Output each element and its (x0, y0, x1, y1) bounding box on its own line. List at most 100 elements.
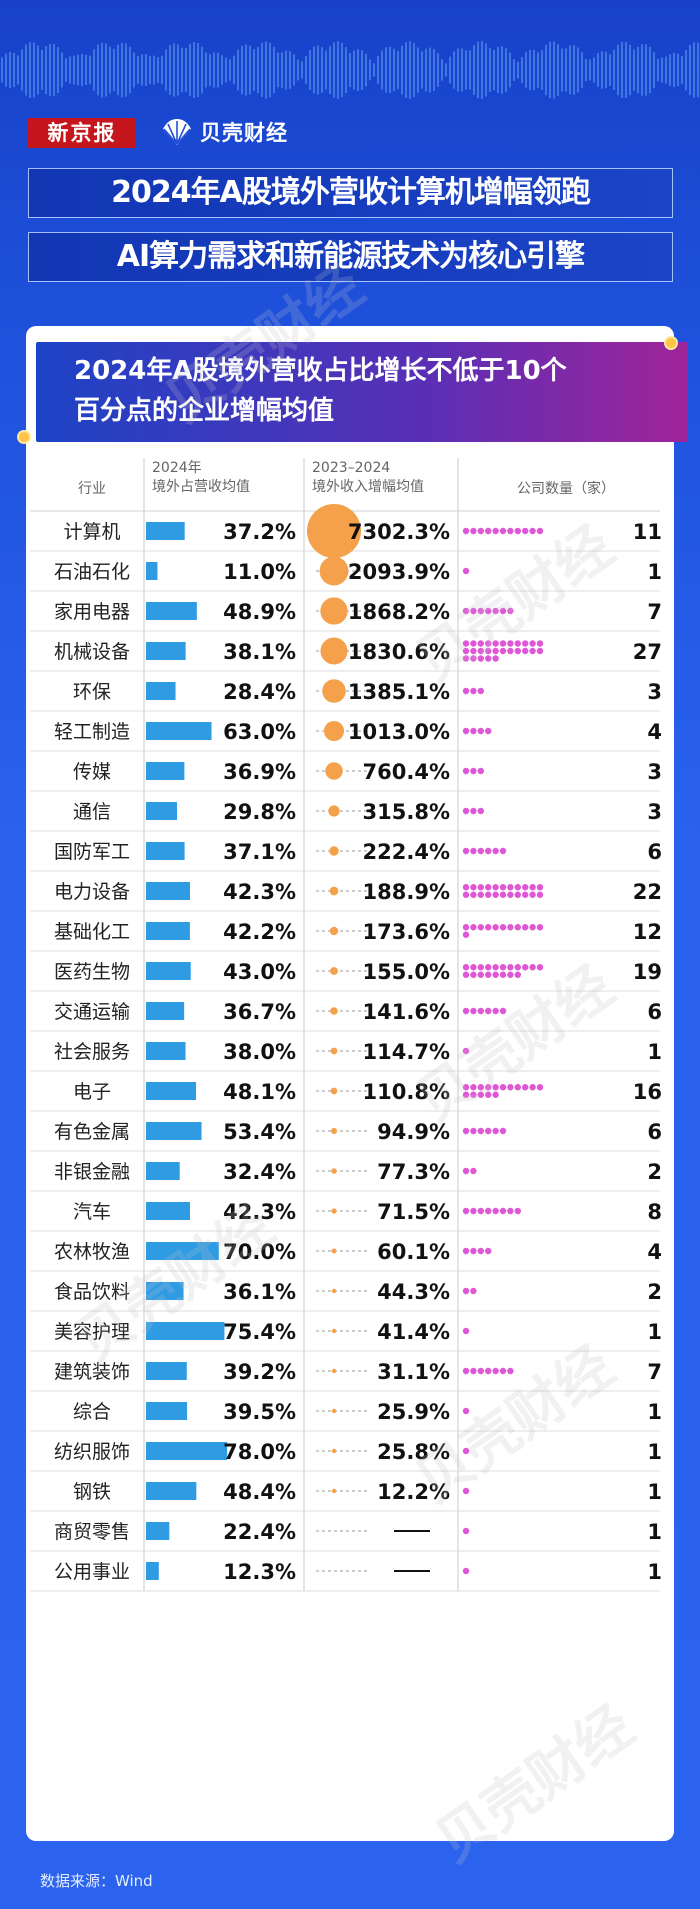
company-dot (492, 1084, 499, 1091)
company-dot (470, 687, 477, 695)
industry-label: 石油石化 (54, 561, 130, 583)
company-dot (485, 1084, 492, 1091)
share-value: 39.5% (223, 1400, 296, 1424)
growth-value: —— (448, 1538, 450, 1540)
industry-label: 家用电器 (54, 601, 130, 623)
company-dot (485, 924, 492, 931)
growth-value: 71.5% (377, 1200, 450, 1224)
industry-label: 社会服务 (54, 1041, 130, 1063)
company-dot (507, 647, 514, 655)
company-dot (462, 527, 470, 535)
header-companies: 公司数量（家） (517, 480, 615, 497)
company-dot (485, 891, 492, 898)
company-dot (477, 964, 484, 971)
company-dot (477, 1367, 484, 1375)
company-dot (514, 971, 521, 978)
company-dot (477, 924, 484, 931)
company-dot (499, 891, 507, 898)
share-value: 12.3% (223, 1560, 296, 1584)
company-dot (470, 1247, 477, 1255)
share-value: 43.0% (223, 960, 296, 984)
share-value: 48.4% (223, 1480, 296, 1504)
company-dot (470, 1367, 477, 1375)
headline-2: AI算力需求和新能源技术为核心引擎 (28, 232, 673, 282)
company-dot (462, 971, 470, 978)
growth-bubble (330, 967, 338, 975)
growth-value: 41.4% (377, 1320, 450, 1344)
company-dot (522, 891, 529, 898)
industry-label: 传媒 (73, 761, 111, 783)
company-dot (499, 1084, 507, 1091)
growth-value: 1868.2% (348, 600, 450, 624)
company-dot (462, 607, 470, 615)
share-bar (146, 642, 186, 660)
share-value: 36.9% (223, 760, 296, 784)
company-dot (462, 1367, 470, 1375)
accent-dot-left (17, 430, 31, 444)
company-count: 3 (647, 760, 662, 784)
growth-bubble (322, 679, 346, 703)
share-value: 78.0% (223, 1440, 296, 1464)
company-dot (485, 971, 492, 978)
growth-value: 31.1% (377, 1360, 450, 1384)
company-dot (477, 891, 484, 898)
xinjingbao-logo: 新京报 (28, 118, 136, 148)
growth-bubble (331, 1488, 337, 1494)
company-dot (507, 640, 514, 647)
company-count: 4 (647, 720, 662, 744)
company-dot (507, 1367, 514, 1375)
company-dot (462, 964, 470, 971)
company-dot (492, 1207, 499, 1215)
company-dot (470, 1127, 477, 1135)
company-dot (514, 891, 521, 898)
share-bar (146, 1202, 190, 1220)
company-dot (462, 924, 470, 931)
chart-title-line-2: 百分点的企业增幅均值 (74, 396, 335, 426)
company-dot (499, 647, 507, 655)
company-dot (536, 1084, 544, 1091)
company-dot (462, 807, 470, 815)
company-dot (492, 1127, 499, 1135)
share-value: 28.4% (223, 680, 296, 704)
share-value: 75.4% (223, 1320, 296, 1344)
growth-value: 110.8% (363, 1080, 450, 1104)
growth-bubble (323, 720, 345, 742)
growth-value: 155.0% (363, 960, 450, 984)
company-count: 11 (633, 520, 662, 544)
growth-bubble (307, 504, 361, 558)
company-dot (485, 607, 492, 615)
company-dot (470, 807, 477, 815)
share-bar (146, 1242, 219, 1260)
company-dot (470, 1091, 477, 1098)
industry-label: 综合 (73, 1401, 111, 1423)
company-count: 2 (647, 1280, 662, 1304)
growth-bubble (320, 637, 348, 665)
company-count: 3 (647, 800, 662, 824)
share-value: 42.2% (223, 920, 296, 944)
company-dot (477, 640, 484, 647)
industry-label: 纺织服饰 (54, 1441, 130, 1463)
company-count: 12 (633, 920, 662, 944)
company-dot (477, 847, 484, 855)
industry-label: 电子 (73, 1081, 111, 1103)
growth-bubble (331, 1448, 337, 1454)
growth-value: 141.6% (363, 1000, 450, 1024)
company-dot (470, 1287, 477, 1295)
company-dot (536, 884, 544, 891)
growth-value: 12.2% (377, 1480, 450, 1504)
industry-label: 有色金属 (54, 1121, 130, 1143)
growth-bubble (330, 1127, 338, 1135)
industry-label: 医药生物 (54, 961, 130, 983)
company-dot (485, 647, 492, 655)
share-value: 38.0% (223, 1040, 296, 1064)
share-bar (146, 1122, 202, 1140)
company-dot (462, 1407, 470, 1415)
growth-bubble (331, 1168, 337, 1174)
industry-label: 电力设备 (54, 881, 130, 903)
company-dot (462, 1167, 470, 1175)
growth-bubble (329, 846, 339, 856)
company-dot (470, 964, 477, 971)
company-dot (492, 527, 499, 535)
company-dot (492, 847, 499, 855)
company-dot (529, 924, 536, 931)
